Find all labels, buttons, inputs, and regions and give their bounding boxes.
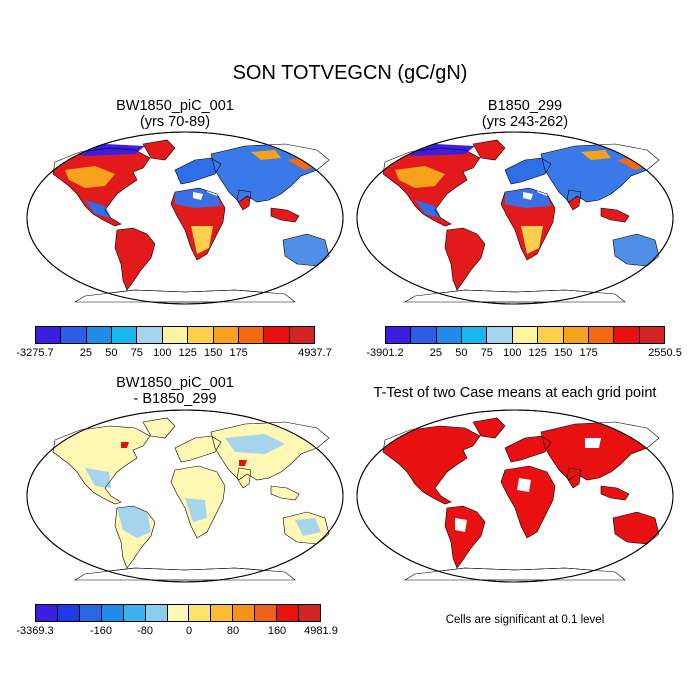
panel4-title-line1: T-Test of two Case means at each grid po… (373, 385, 657, 401)
colorbar-swatch (211, 605, 234, 621)
map-panel-bw1850 (26, 131, 344, 305)
panel2-title: B1850_299 (yrs 243-262) (425, 98, 625, 130)
colorbar-tick-label: 80 (226, 625, 240, 637)
colorbar-swatch (101, 605, 124, 621)
colorbar-swatch (436, 327, 463, 343)
colorbar-tick-label: 125 (528, 347, 547, 359)
colorbar-swatch (289, 327, 314, 343)
colorbar-tick-label: 75 (480, 347, 493, 359)
colorbar-swatch (255, 605, 278, 621)
colorbar-swatch (238, 327, 265, 343)
colorbar-swatch (112, 327, 138, 343)
colorbar-tick-label: 100 (503, 347, 522, 359)
colorbar-tick-label: -80 (137, 625, 153, 637)
colorbar-panel2-labels: -3901.2 25 50 75 100 125 150 175 2550.5 (366, 347, 681, 363)
colorbar-swatch (61, 327, 87, 343)
colorbar-tick-label: 175 (229, 347, 248, 359)
panel2-title-line1: B1850_299 (487, 98, 563, 114)
colorbar-swatch (79, 605, 102, 621)
colorbar-swatch (213, 327, 239, 343)
panel3-title-line1: BW1850_piC_001 (116, 375, 234, 391)
colorbar-swatch (411, 327, 437, 343)
colorbar-swatch (145, 605, 168, 621)
colorbar-swatch (639, 327, 664, 343)
colorbar-panel3 (35, 604, 321, 622)
colorbar-tick-label: 50 (455, 347, 468, 359)
colorbar-tick-label: 150 (203, 347, 223, 359)
colorbar-swatch (299, 605, 320, 621)
colorbar-swatch (137, 327, 163, 343)
colorbar-swatch (563, 327, 589, 343)
colorbar-swatch (233, 605, 256, 621)
colorbar-tick-label: -3901.2 (366, 347, 404, 359)
colorbar-swatch (614, 327, 640, 343)
panel3-title-line2: - B1850_299 (133, 391, 217, 407)
colorbar-tick-label: 150 (553, 347, 573, 359)
colorbar-swatch (386, 327, 412, 343)
colorbar-tick-label: 4981.9 (304, 625, 338, 637)
colorbar-tick-label: 4937.7 (298, 347, 332, 359)
colorbar-panel1 (35, 326, 315, 344)
colorbar-swatch (588, 327, 615, 343)
colorbar-panel1-labels: -3275.7 25 50 75 100 125 150 175 4937.7 (16, 347, 331, 363)
colorbar-swatch (57, 605, 80, 621)
colorbar-tick-label: 25 (79, 347, 93, 359)
colorbar-tick-label: 50 (105, 347, 118, 359)
colorbar-swatch (462, 327, 488, 343)
colorbar-tick-label: 2550.5 (648, 347, 682, 359)
colorbar-swatch (86, 327, 113, 343)
panel2-title-line2: (yrs 243-262) (481, 114, 569, 130)
colorbar-swatch (162, 327, 189, 343)
colorbar-swatch (487, 327, 513, 343)
map-panel-difference (26, 409, 344, 583)
colorbar-swatch (189, 605, 212, 621)
colorbar-swatch (188, 327, 214, 343)
panel1-title-line2: (yrs 70-89) (139, 114, 211, 130)
colorbar-tick-label: 100 (153, 347, 172, 359)
panel3-title: BW1850_piC_001 - B1850_299 (75, 375, 275, 407)
colorbar-tick-label: 160 (267, 625, 287, 637)
colorbar-swatch (36, 605, 58, 621)
colorbar-tick-label: 175 (579, 347, 598, 359)
colorbar-panel3-labels: -3369.3 -160 -80 0 80 160 4981.9 (16, 625, 337, 641)
colorbar-tick-label: 25 (429, 347, 443, 359)
colorbar-swatch (512, 327, 539, 343)
colorbar-swatch (538, 327, 564, 343)
map-panel-b1850 (356, 131, 674, 305)
colorbar-swatch (167, 605, 190, 621)
significance-note: Cells are significant at 0.1 level (445, 614, 605, 626)
panel4-title: T-Test of two Case means at each grid po… (350, 385, 680, 401)
colorbar-swatch (36, 327, 62, 343)
colorbar-tick-label: 125 (178, 347, 197, 359)
colorbar-tick-label: 75 (130, 347, 143, 359)
colorbar-tick-label: -3369.3 (16, 625, 54, 637)
colorbar-tick-label: 0 (185, 625, 193, 637)
colorbar-panel2 (385, 326, 665, 344)
colorbar-swatch (264, 327, 290, 343)
colorbar-tick-label: -160 (89, 625, 113, 637)
panel1-title-line1: BW1850_piC_001 (116, 98, 234, 114)
colorbar-swatch (123, 605, 146, 621)
colorbar-tick-label: -3275.7 (16, 347, 54, 359)
panel1-title: BW1850_piC_001 (yrs 70-89) (75, 98, 275, 130)
colorbar-swatch (277, 605, 300, 621)
map-panel-ttest (356, 409, 674, 583)
figure-title: SON TOTVEGCN (gC/gN) (232, 62, 468, 84)
